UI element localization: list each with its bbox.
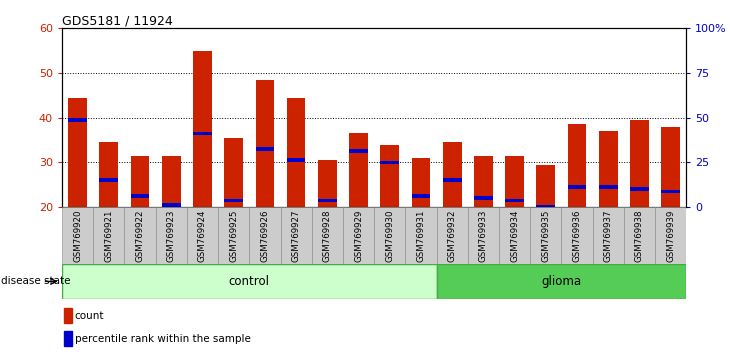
Text: disease state: disease state <box>1 276 70 286</box>
Bar <box>349 133 368 207</box>
Bar <box>412 194 430 198</box>
Bar <box>64 308 72 323</box>
Bar <box>131 194 150 198</box>
Bar <box>437 264 686 299</box>
Bar <box>287 98 305 207</box>
Bar <box>131 156 150 207</box>
Bar <box>318 199 337 202</box>
Bar <box>443 178 461 182</box>
Bar <box>343 207 374 264</box>
Bar <box>287 158 305 162</box>
Bar <box>374 207 405 264</box>
Text: GSM769928: GSM769928 <box>323 210 332 262</box>
Text: GSM769926: GSM769926 <box>261 210 269 262</box>
Bar <box>443 142 461 207</box>
Text: glioma: glioma <box>542 275 581 288</box>
Bar <box>255 80 274 207</box>
Text: GDS5181 / 11924: GDS5181 / 11924 <box>62 14 173 27</box>
Bar <box>412 158 430 207</box>
Text: GSM769933: GSM769933 <box>479 210 488 262</box>
Bar <box>349 149 368 153</box>
Bar <box>474 196 493 200</box>
Bar <box>64 331 72 346</box>
Bar <box>124 207 155 264</box>
Bar <box>499 207 530 264</box>
Bar <box>249 207 280 264</box>
Bar <box>380 144 399 207</box>
Text: control: control <box>228 275 270 288</box>
Bar <box>62 264 437 299</box>
Bar <box>69 98 87 207</box>
Text: GSM769937: GSM769937 <box>604 210 612 262</box>
Bar <box>474 156 493 207</box>
Bar <box>568 124 586 207</box>
Bar <box>93 207 124 264</box>
Bar <box>224 199 243 202</box>
Text: GSM769934: GSM769934 <box>510 210 519 262</box>
Bar <box>224 138 243 207</box>
Bar <box>661 127 680 207</box>
Bar <box>599 131 618 207</box>
Bar <box>380 161 399 164</box>
Text: GSM769925: GSM769925 <box>229 210 238 262</box>
Bar <box>193 132 212 135</box>
Bar <box>437 207 468 264</box>
Bar <box>593 207 624 264</box>
Text: GSM769923: GSM769923 <box>166 210 176 262</box>
Bar <box>69 118 87 122</box>
Bar <box>155 207 187 264</box>
Text: GSM769922: GSM769922 <box>136 210 145 262</box>
Bar <box>630 120 649 207</box>
Bar <box>318 160 337 207</box>
Text: GSM769931: GSM769931 <box>416 210 426 262</box>
Bar <box>630 187 649 191</box>
Bar <box>312 207 343 264</box>
Bar <box>505 199 524 202</box>
Bar <box>661 190 680 193</box>
Bar <box>530 207 561 264</box>
Text: GSM769924: GSM769924 <box>198 210 207 262</box>
Bar <box>193 51 212 207</box>
Text: GSM769932: GSM769932 <box>447 210 457 262</box>
Text: GSM769920: GSM769920 <box>73 210 82 262</box>
Bar <box>537 205 555 209</box>
Bar <box>405 207 437 264</box>
Text: GSM769927: GSM769927 <box>291 210 301 262</box>
Text: GSM769939: GSM769939 <box>666 210 675 262</box>
Bar <box>255 147 274 151</box>
Bar <box>187 207 218 264</box>
Bar <box>537 165 555 207</box>
Bar <box>655 207 686 264</box>
Text: GSM769938: GSM769938 <box>635 210 644 262</box>
Bar <box>280 207 312 264</box>
Bar <box>468 207 499 264</box>
Text: GSM769935: GSM769935 <box>541 210 550 262</box>
Text: GSM769936: GSM769936 <box>572 210 582 262</box>
Text: GSM769921: GSM769921 <box>104 210 113 262</box>
Bar <box>561 207 593 264</box>
Text: percentile rank within the sample: percentile rank within the sample <box>75 333 250 344</box>
Bar <box>99 178 118 182</box>
Bar <box>162 203 180 207</box>
Bar <box>599 185 618 189</box>
Text: GSM769929: GSM769929 <box>354 210 363 262</box>
Bar <box>162 156 180 207</box>
Text: count: count <box>75 311 104 321</box>
Bar <box>624 207 655 264</box>
Text: GSM769930: GSM769930 <box>385 210 394 262</box>
Bar <box>505 156 524 207</box>
Bar <box>62 207 93 264</box>
Bar <box>99 142 118 207</box>
Bar <box>568 185 586 189</box>
Bar <box>218 207 250 264</box>
